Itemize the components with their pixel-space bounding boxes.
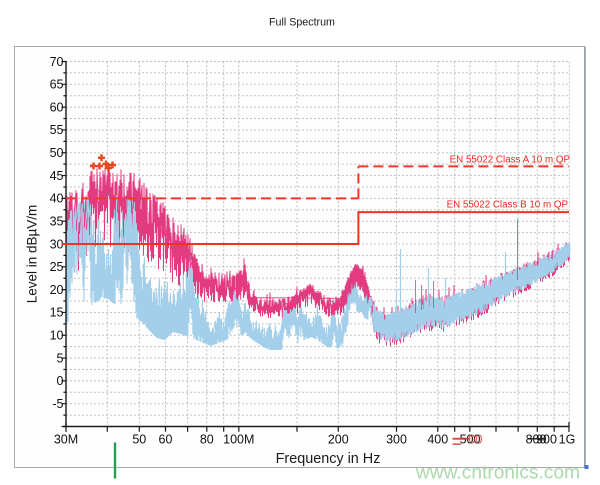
svg-text:400: 400 xyxy=(427,433,448,447)
svg-text:900: 900 xyxy=(536,433,557,447)
svg-text:800: 800 xyxy=(526,433,547,447)
svg-text:EN 55022 Class A 10 m QP: EN 55022 Class A 10 m QP xyxy=(450,155,571,166)
svg-text:50: 50 xyxy=(50,146,64,160)
svg-text:35: 35 xyxy=(50,215,64,229)
svg-text:500: 500 xyxy=(460,433,481,447)
svg-text:Level in dBµV/m: Level in dBµV/m xyxy=(25,205,40,304)
svg-text:0: 0 xyxy=(57,374,64,388)
svg-text:80: 80 xyxy=(200,433,214,447)
svg-text:Frequency in Hz: Frequency in Hz xyxy=(276,451,381,467)
svg-text:60: 60 xyxy=(159,433,173,447)
svg-text:00: 00 xyxy=(469,433,483,447)
svg-text:15: 15 xyxy=(50,306,64,320)
svg-text:-5: -5 xyxy=(52,397,63,411)
svg-text:60: 60 xyxy=(50,100,64,114)
svg-text:65: 65 xyxy=(50,78,64,92)
svg-text:30M: 30M xyxy=(54,433,78,447)
svg-text:25: 25 xyxy=(50,260,64,274)
svg-text:30: 30 xyxy=(50,237,64,251)
svg-text:45: 45 xyxy=(50,169,64,183)
svg-text:40: 40 xyxy=(50,192,64,206)
svg-text:Full Spectrum: Full Spectrum xyxy=(269,17,335,29)
svg-text:EN 55022 Class B 10 m QP: EN 55022 Class B 10 m QP xyxy=(447,200,569,211)
svg-text:50: 50 xyxy=(132,433,146,447)
svg-text:5: 5 xyxy=(57,351,64,365)
svg-text:www.cntronics.com: www.cntronics.com xyxy=(415,463,580,484)
svg-text:100M: 100M xyxy=(223,433,254,447)
svg-text:1G: 1G xyxy=(559,433,576,447)
svg-text:55: 55 xyxy=(50,123,64,137)
svg-text:200: 200 xyxy=(328,433,349,447)
svg-text:300: 300 xyxy=(386,433,407,447)
svg-text:10: 10 xyxy=(50,329,64,343)
svg-text:70: 70 xyxy=(50,55,64,69)
svg-text:20: 20 xyxy=(50,283,64,297)
